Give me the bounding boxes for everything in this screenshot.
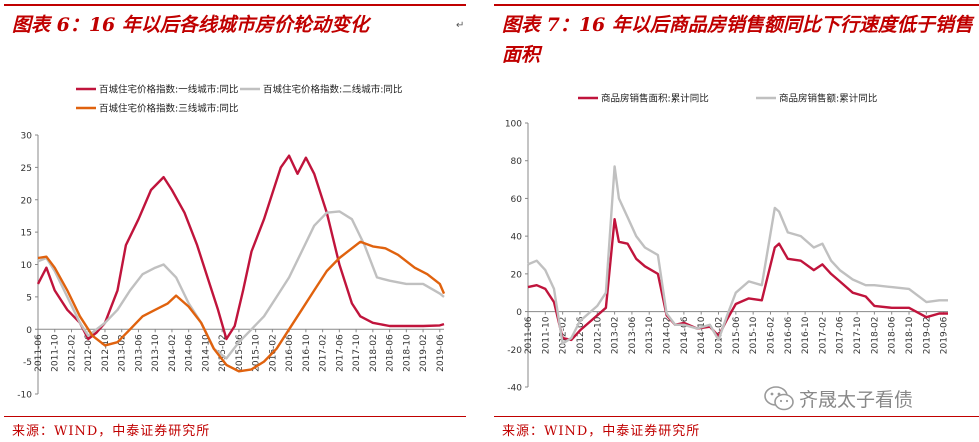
- x-tick-label: 2011-06: [34, 334, 44, 372]
- page-title: 图表 7：16 年以后商品房销售额同比下行速度低于销售面积: [502, 14, 973, 66]
- y-tick-label: 30: [21, 132, 33, 142]
- series-line: [37, 240, 446, 373]
- x-tick-label: 2018-06: [888, 316, 898, 354]
- page-title: 图表 6：16 年以后各线城市房价轮动变化: [12, 14, 369, 36]
- y-tick-label: 100: [505, 120, 522, 130]
- x-tick-label: 2011-10: [541, 316, 551, 354]
- y-tick-label: 80: [511, 157, 523, 167]
- series-line: [36, 154, 445, 341]
- x-tick-label: 2012-02: [67, 334, 77, 372]
- watermark: 齐晟太子看债: [763, 383, 963, 417]
- legend-label: 百城住宅价格指数:二线城市:同比: [263, 84, 402, 96]
- x-tick-label: 2012-02: [559, 317, 569, 355]
- y-tick-label: 0: [26, 326, 32, 336]
- x-tick-label: 2015-10: [252, 334, 262, 372]
- y-tick-label: 20: [511, 270, 523, 280]
- x-tick-label: 2016-06: [784, 316, 794, 354]
- source-note: 来源：WIND，中泰证券研究所: [502, 424, 701, 439]
- legend-label: 百城住宅价格指数:一线城市:同比: [99, 84, 238, 96]
- x-tick-label: 2013-02: [611, 317, 621, 355]
- y-tick-label: 40: [511, 233, 523, 243]
- x-tick-label: 2018-10: [905, 316, 915, 354]
- left-chart-panel: 图表 6：16 年以后各线城市房价轮动变化 ↵ -10 -5 0 5 10 15 20 25 3…: [0, 0, 470, 442]
- x-tick-label: 2012-10: [593, 316, 603, 354]
- x-tick-label: 2019-06: [940, 316, 950, 354]
- y-tick-label: -10: [17, 391, 32, 401]
- series-line: [527, 165, 948, 345]
- x-tick-label: 2014-06: [185, 334, 195, 372]
- x-tick-label: 2014-06: [680, 316, 690, 354]
- title-rule: [4, 4, 466, 6]
- x-tick-label: 2016-02: [766, 317, 776, 355]
- x-tick-label: 2012-06: [576, 316, 586, 354]
- y-tick-label: -20: [507, 346, 522, 356]
- x-tick-label: 2019-06: [436, 334, 446, 372]
- series-line: [37, 210, 445, 360]
- x-tick-label: 2015-02: [218, 334, 228, 372]
- x-tick-label: 2016-06: [285, 334, 295, 372]
- x-tick-label: 2018-02: [870, 317, 880, 355]
- y-tick-label: 60: [511, 195, 523, 205]
- x-tick-label: 2015-10: [749, 316, 759, 354]
- x-tick-label: 2013-06: [134, 334, 144, 372]
- x-tick-label: 2015-06: [235, 334, 245, 372]
- legend-label: 百城住宅价格指数:三线城市:同比: [99, 103, 238, 115]
- source-note: 来源：WIND，中泰证券研究所: [12, 424, 211, 439]
- title-rule: [494, 4, 979, 6]
- x-tick-label: 2018-02: [369, 334, 379, 372]
- x-tick-label: 2014-02: [168, 334, 178, 372]
- x-tick-label: 2017-06: [335, 334, 345, 372]
- x-tick-label: 2017-10: [853, 316, 863, 354]
- x-tick-label: 2017-02: [818, 317, 828, 355]
- y-tick-label: 15: [21, 229, 32, 239]
- wechat-icon: [764, 386, 794, 411]
- x-tick-label: 2013-10: [645, 316, 655, 354]
- x-tick-label: 2018-10: [402, 334, 412, 372]
- x-tick-label: 2016-10: [801, 316, 811, 354]
- y-tick-label: 10: [21, 261, 33, 271]
- x-tick-label: 2011-10: [51, 334, 61, 372]
- y-tick-label: 5: [26, 293, 32, 303]
- x-tick-label: 2018-06: [386, 334, 396, 372]
- chart-price-yoy: -10 -5 0 5 10 15 20 25 30 2011-06 2011-10 2012-02 20…: [17, 84, 446, 401]
- x-tick-label: 2011-06: [524, 316, 534, 354]
- right-chart-panel: 图表 7：16 年以后商品房销售额同比下行速度低于销售面积 -40 -20 0 20 4…: [490, 0, 979, 442]
- x-tick-label: 2017-10: [352, 334, 362, 372]
- x-tick-label: 2019-02: [419, 334, 429, 372]
- legend-label: 商品房销售面积:累计同比: [601, 93, 709, 105]
- legend-label: 商品房销售额:累计同比: [779, 93, 877, 105]
- paragraph-mark-icon: ↵: [456, 20, 465, 31]
- x-tick-label: 2015-06: [732, 316, 742, 354]
- x-tick-label: 2012-10: [101, 334, 111, 372]
- source-rule: [4, 416, 466, 417]
- x-tick-label: 2014-02: [663, 317, 673, 355]
- x-tick-label: 2013-10: [151, 334, 161, 372]
- x-tick-label: 2017-02: [319, 334, 329, 372]
- watermark-text: 齐晟太子看债: [799, 389, 914, 411]
- x-tick-label: 2014-10: [697, 316, 707, 354]
- x-tick-label: 2016-10: [302, 334, 312, 372]
- x-tick-label: 2013-02: [118, 334, 128, 372]
- x-tick-label: 2012-06: [84, 334, 94, 372]
- y-tick-label: -5: [23, 358, 32, 368]
- x-tick-label: 2013-06: [628, 316, 638, 354]
- y-tick-label: 0: [516, 308, 522, 318]
- x-tick-label: 2017-06: [836, 316, 846, 354]
- x-tick-label: 2014-10: [201, 334, 211, 372]
- x-tick-label: 2019-02: [922, 317, 932, 355]
- y-tick-label: 20: [21, 196, 33, 206]
- source-rule: [494, 416, 979, 417]
- y-tick-label: -40: [507, 384, 522, 394]
- y-tick-label: 25: [21, 164, 32, 174]
- chart-sales-yoy: -40 -20 0 20 40 60 80 100 2011-06 2011-10 2012-02 2…: [505, 93, 950, 394]
